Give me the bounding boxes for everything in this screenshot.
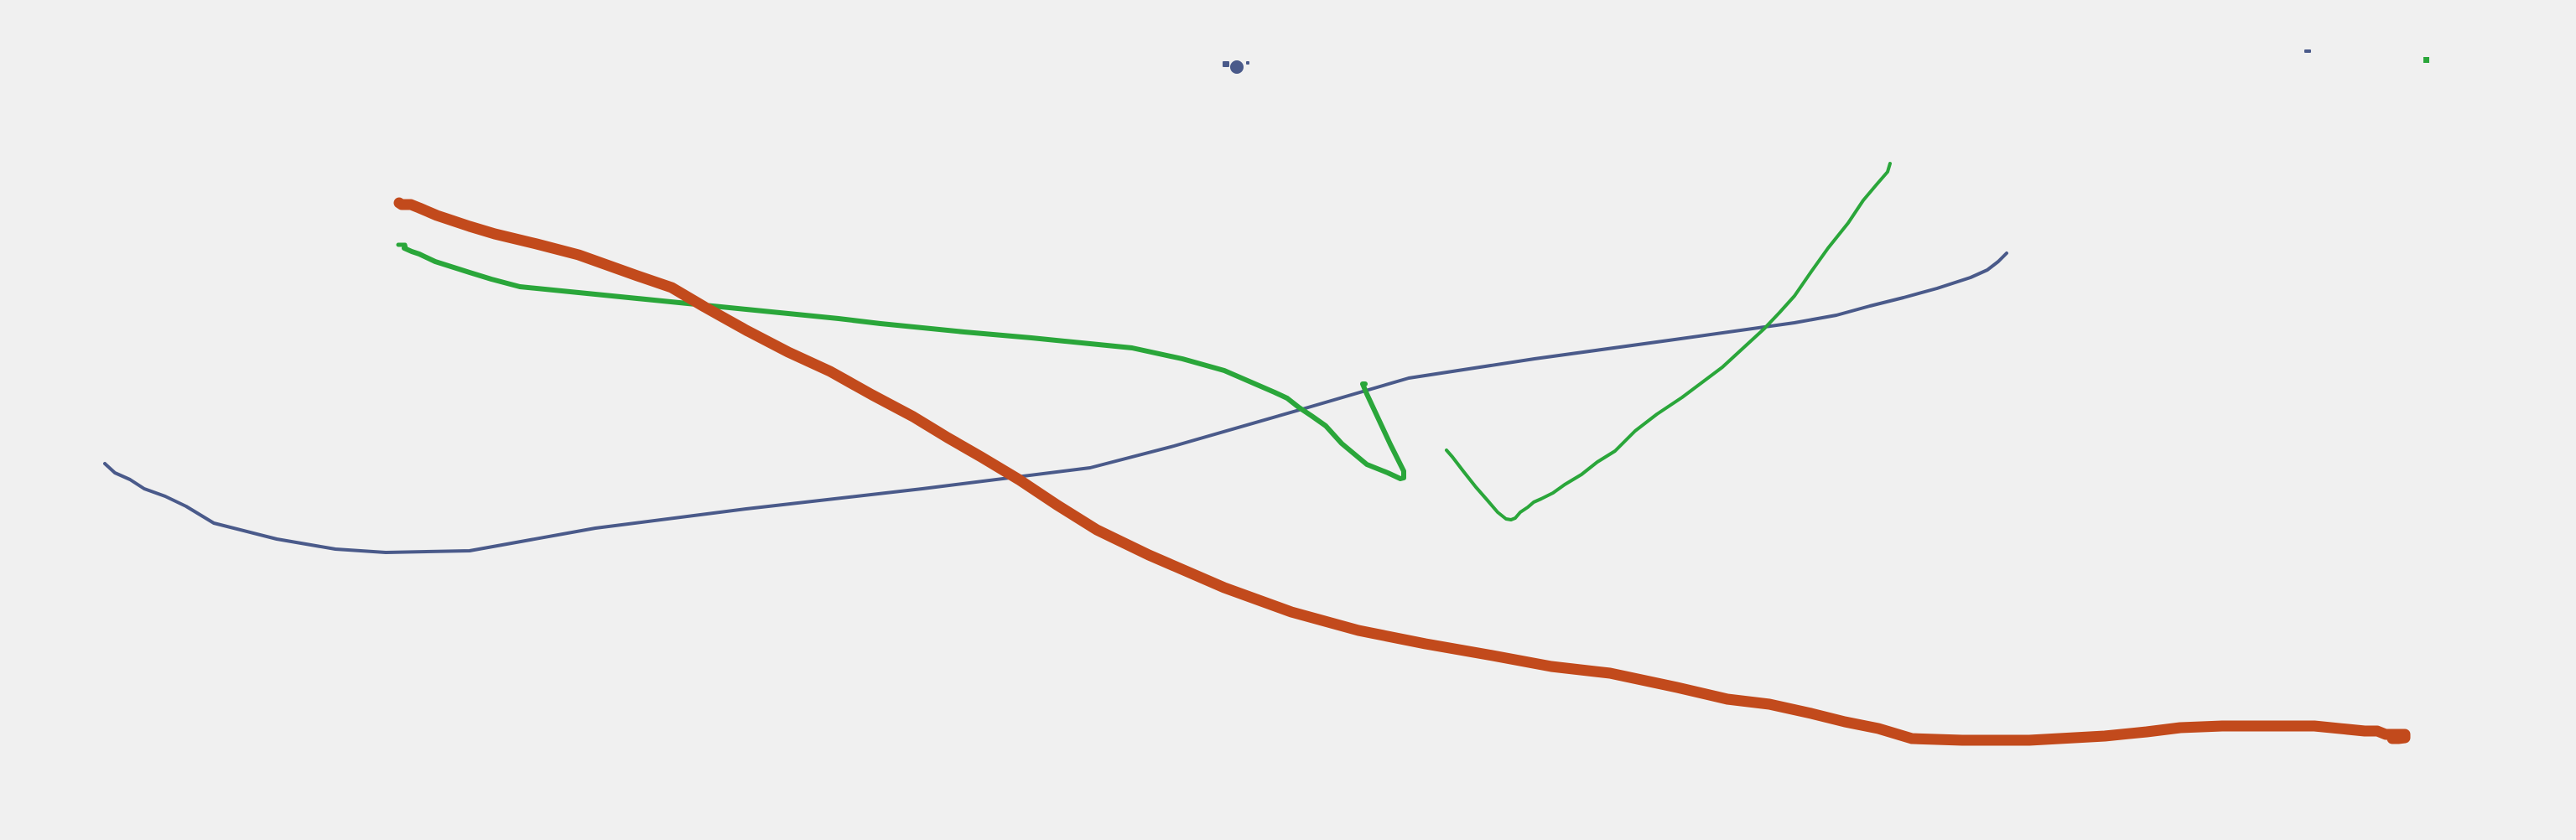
orange-stroke [393, 197, 2411, 746]
green-dot-mark [2423, 57, 2429, 63]
slate-dash-mark [2304, 49, 2311, 53]
slate-dash-mark [1223, 61, 1229, 67]
green-stroke-curve [1445, 162, 1892, 521]
slate-dash-mark [1246, 61, 1249, 65]
slate-stroke [103, 251, 2008, 554]
green-stroke-main [402, 246, 1406, 481]
slate-dot [1230, 60, 1244, 74]
green-stroke-hook [396, 242, 408, 251]
